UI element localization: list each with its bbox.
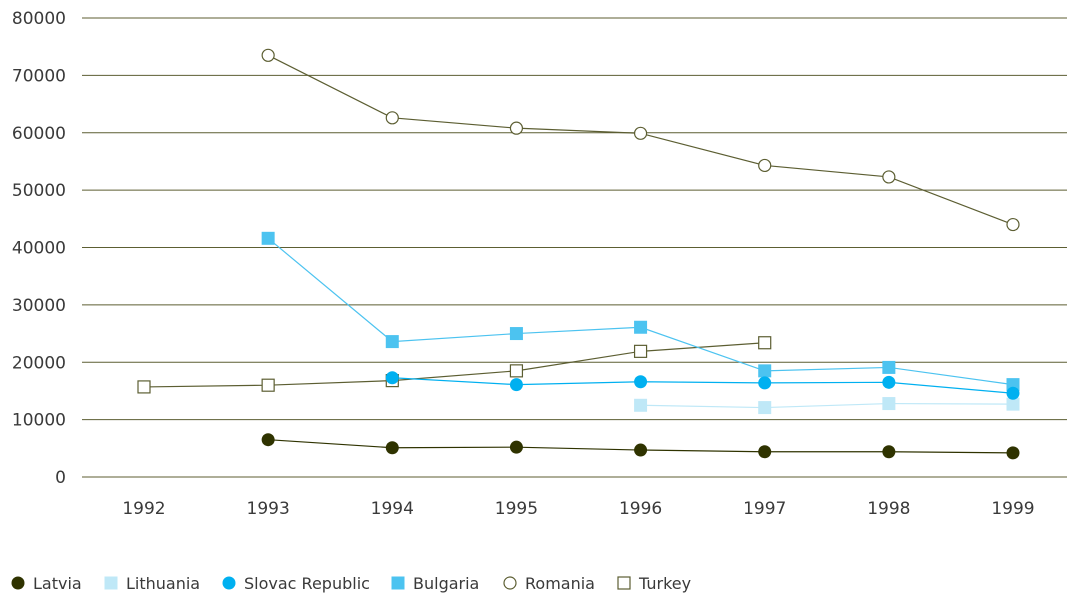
legend-marker-latvia (11, 576, 25, 590)
legend-marker-turkey (617, 576, 631, 590)
x-axis-ticks: 1992 1993 1994 1995 1996 1997 1998 1999 (122, 499, 1034, 519)
legend-label-slovac-republic: Slovac Republic (244, 574, 370, 593)
legend-label-lithuania: Lithuania (126, 574, 200, 593)
data-point-bulgaria (509, 327, 523, 341)
data-point-turkey (509, 364, 524, 378)
data-point-slovac-republic (385, 371, 399, 385)
y-tick-label: 80000 (12, 9, 66, 29)
y-tick-label: 10000 (12, 411, 66, 431)
data-point-slovac-republic (634, 375, 648, 389)
data-point-turkey (633, 344, 648, 358)
data-point-bulgaria (882, 360, 896, 374)
legend-item-slovac-republic: Slovac Republic (222, 574, 370, 593)
data-point-romania (261, 48, 275, 62)
x-tick-label: 1996 (619, 499, 662, 519)
y-tick-label: 60000 (12, 124, 66, 144)
x-tick-label: 1992 (122, 499, 165, 519)
data-point-latvia (509, 440, 523, 454)
legend-marker-romania (503, 576, 517, 590)
data-point-latvia (758, 445, 772, 459)
legend-marker-slovac-republic (222, 576, 236, 590)
legend-item-turkey: Turkey (617, 574, 691, 593)
y-tick-label: 70000 (12, 66, 66, 86)
data-point-turkey (137, 380, 151, 394)
data-point-romania (1006, 217, 1020, 232)
data-point-slovac-republic (1006, 386, 1020, 400)
data-point-turkey (758, 336, 772, 350)
series-group (137, 48, 1020, 460)
legend: Latvia Lithuania Slovac Republic Bulgaria Ro… (11, 574, 691, 593)
data-point-latvia (882, 445, 896, 459)
data-point-romania (385, 111, 399, 125)
data-point-bulgaria (758, 364, 772, 378)
data-point-lithuania (882, 397, 896, 411)
legend-item-lithuania: Lithuania (104, 574, 200, 593)
y-tick-label: 40000 (12, 239, 66, 259)
legend-label-turkey: Turkey (638, 574, 691, 593)
legend-item-latvia: Latvia (11, 574, 82, 593)
x-tick-label: 1997 (743, 499, 786, 519)
legend-label-romania: Romania (525, 574, 595, 593)
legend-label-latvia: Latvia (33, 574, 82, 593)
legend-marker-bulgaria (391, 576, 405, 590)
y-tick-label: 0 (55, 468, 66, 488)
series-line-lithuania (640, 402, 1014, 409)
data-point-latvia (1006, 446, 1020, 460)
legend-item-bulgaria: Bulgaria (391, 574, 479, 593)
legend-item-romania: Romania (503, 574, 595, 593)
data-point-lithuania (1006, 397, 1020, 411)
data-point-lithuania (758, 401, 772, 415)
data-point-turkey (261, 378, 275, 392)
legend-label-bulgaria: Bulgaria (413, 574, 479, 593)
series-line-slovac-republic (392, 377, 1014, 394)
data-point-slovac-republic (882, 375, 896, 389)
data-point-bulgaria (261, 231, 275, 245)
data-point-lithuania (634, 398, 648, 412)
data-point-slovac-republic (758, 376, 772, 390)
x-tick-label: 1993 (247, 499, 290, 519)
x-tick-label: 1994 (371, 499, 414, 519)
data-point-romania (633, 126, 648, 140)
data-point-slovac-republic (509, 378, 523, 392)
legend-marker-lithuania (104, 576, 118, 590)
data-point-romania (758, 158, 772, 173)
series-line-turkey (143, 342, 765, 388)
data-point-bulgaria (634, 320, 648, 334)
x-tick-label: 1999 (991, 499, 1034, 519)
data-point-bulgaria (385, 335, 399, 349)
y-axis-ticks: 0 10000 20000 30000 40000 50000 60000 70000 8000… (12, 9, 66, 488)
data-point-latvia (634, 443, 648, 457)
x-tick-label: 1995 (495, 499, 538, 519)
data-point-latvia (261, 433, 275, 447)
y-tick-label: 20000 (12, 353, 66, 373)
data-point-latvia (385, 441, 399, 455)
gridlines (82, 17, 1067, 478)
data-point-romania (509, 121, 524, 135)
x-tick-label: 1998 (867, 499, 910, 519)
data-point-romania (882, 170, 896, 184)
y-tick-label: 50000 (12, 181, 66, 201)
y-tick-label: 30000 (12, 296, 66, 316)
